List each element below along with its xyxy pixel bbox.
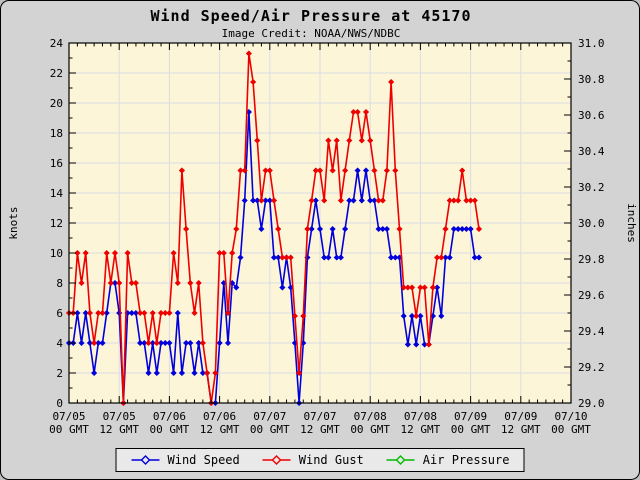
legend-item-wind-gust: Wind Gust (262, 453, 364, 467)
x-tick-label: 12 GMT (99, 423, 139, 436)
x-tick-label: 07/09 (504, 410, 537, 423)
legend-label: Air Pressure (422, 453, 510, 467)
x-tick-label: 00 GMT (451, 423, 491, 436)
y-right-tick-label: 30.4 (578, 145, 605, 158)
legend-marker-icon (386, 455, 415, 465)
y-left-tick-label: 22 (50, 67, 63, 80)
y-right-tick-label: 30.2 (578, 181, 605, 194)
x-tick-label: 07/08 (354, 410, 387, 423)
x-tick-label: 07/10 (554, 410, 587, 423)
x-tick-label: 12 GMT (300, 423, 340, 436)
y-right-tick-label: 30.6 (578, 109, 605, 122)
y-right-tick-label: 29.0 (578, 397, 605, 410)
x-tick-label: 00 GMT (350, 423, 390, 436)
y-left-tick-label: 10 (50, 247, 63, 260)
legend: Wind Speed Wind Gust Air Pressure (115, 448, 525, 472)
y-right-tick-label: 29.8 (578, 253, 605, 266)
x-tick-label: 00 GMT (551, 423, 591, 436)
x-tick-label: 12 GMT (401, 423, 441, 436)
x-tick-label: 07/05 (103, 410, 136, 423)
x-tick-label: 07/06 (203, 410, 236, 423)
x-tick-label: 07/09 (454, 410, 487, 423)
y-right-tick-label: 29.4 (578, 325, 605, 338)
y-left-tick-label: 0 (56, 397, 63, 410)
x-tick-label: 12 GMT (200, 423, 240, 436)
x-tick-label: 00 GMT (150, 423, 190, 436)
y-left-tick-label: 16 (50, 157, 63, 170)
x-tick-label: 00 GMT (250, 423, 290, 436)
legend-item-air-pressure: Air Pressure (386, 453, 510, 467)
x-tick-label: 07/08 (404, 410, 437, 423)
y-left-tick-label: 12 (50, 217, 63, 230)
y-left-axis-label: knots (7, 206, 20, 239)
y-left-tick-label: 4 (56, 337, 63, 350)
legend-marker-icon (131, 455, 160, 465)
x-tick-label: 07/07 (303, 410, 336, 423)
x-tick-label: 12 GMT (501, 423, 541, 436)
y-left-tick-label: 2 (56, 367, 63, 380)
chart-subtitle: Image Credit: NOAA/NWS/NDBC (221, 27, 401, 40)
y-right-tick-label: 29.2 (578, 361, 605, 374)
legend-label: Wind Gust (298, 453, 364, 467)
y-right-tick-label: 31.0 (578, 37, 605, 50)
y-right-axis-label: inches (625, 203, 638, 243)
y-left-tick-label: 8 (56, 277, 63, 290)
y-left-tick-label: 24 (50, 37, 64, 50)
chart-title: Wind Speed/Air Pressure at 45170 (150, 7, 472, 25)
legend-label: Wind Speed (167, 453, 240, 467)
x-tick-label: 00 GMT (49, 423, 89, 436)
legend-marker-icon (262, 455, 291, 465)
x-tick-label: 07/07 (253, 410, 286, 423)
y-right-tick-label: 29.6 (578, 289, 605, 302)
y-right-tick-label: 30.8 (578, 73, 605, 86)
y-left-tick-label: 18 (50, 127, 63, 140)
legend-item-wind-speed: Wind Speed (131, 453, 240, 467)
x-tick-label: 07/05 (52, 410, 85, 423)
y-left-tick-label: 6 (56, 307, 63, 320)
y-left-tick-label: 20 (50, 97, 63, 110)
y-left-tick-label: 14 (50, 187, 64, 200)
x-tick-label: 07/06 (153, 410, 186, 423)
y-right-tick-label: 30.0 (578, 217, 605, 230)
